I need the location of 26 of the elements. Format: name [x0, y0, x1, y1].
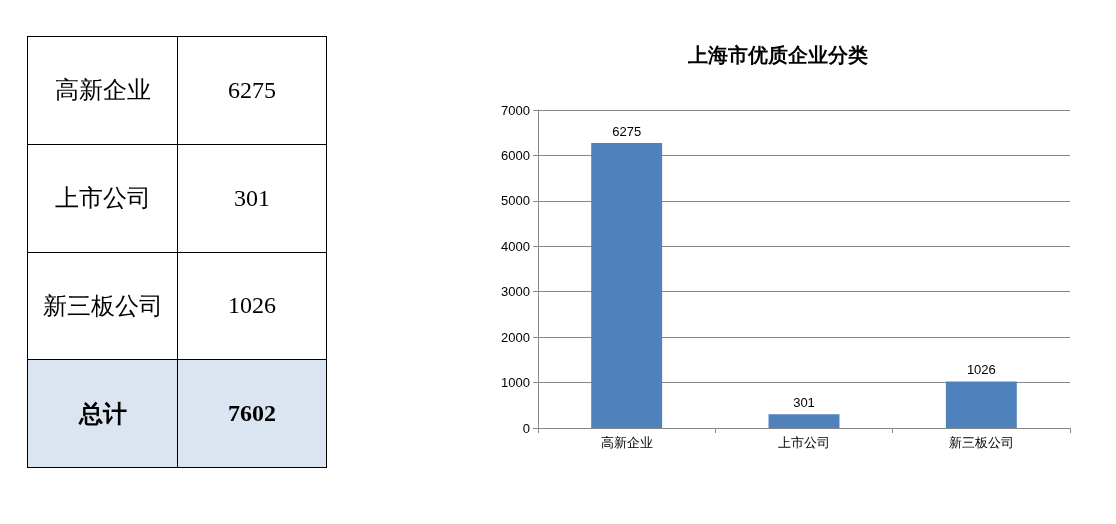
bar	[768, 414, 840, 428]
data-label: 1026	[966, 362, 996, 378]
data-label: 301	[793, 395, 815, 411]
data-label: 6275	[612, 123, 642, 139]
data-label: 7602	[177, 359, 327, 468]
y-tick-label: 0	[522, 420, 530, 436]
y-tick-label: 7000	[501, 102, 530, 118]
category-label: 高新企业	[27, 36, 178, 145]
y-tick-label: 6000	[501, 147, 530, 163]
data-label: 6275	[177, 36, 327, 145]
data-label: 301	[177, 144, 327, 252]
y-tick-label: 1000	[501, 375, 530, 391]
y-tick-label: 3000	[501, 284, 530, 300]
chart-title: 上海市优质企业分类	[687, 44, 868, 66]
data-label: 1026	[177, 252, 327, 360]
y-tick-label: 4000	[501, 238, 530, 254]
category-label: 上市公司	[27, 144, 178, 252]
y-tick-label: 5000	[501, 193, 530, 209]
bar	[945, 381, 1017, 428]
category-label: 总计	[27, 359, 178, 468]
y-tick-label: 2000	[501, 329, 530, 345]
x-tick-label: 上市公司	[778, 435, 830, 450]
x-tick-label: 新三板公司	[948, 435, 1014, 450]
category-label: 新三板公司	[27, 252, 178, 360]
bar	[591, 142, 663, 428]
x-tick-label: 高新企业	[600, 435, 653, 450]
